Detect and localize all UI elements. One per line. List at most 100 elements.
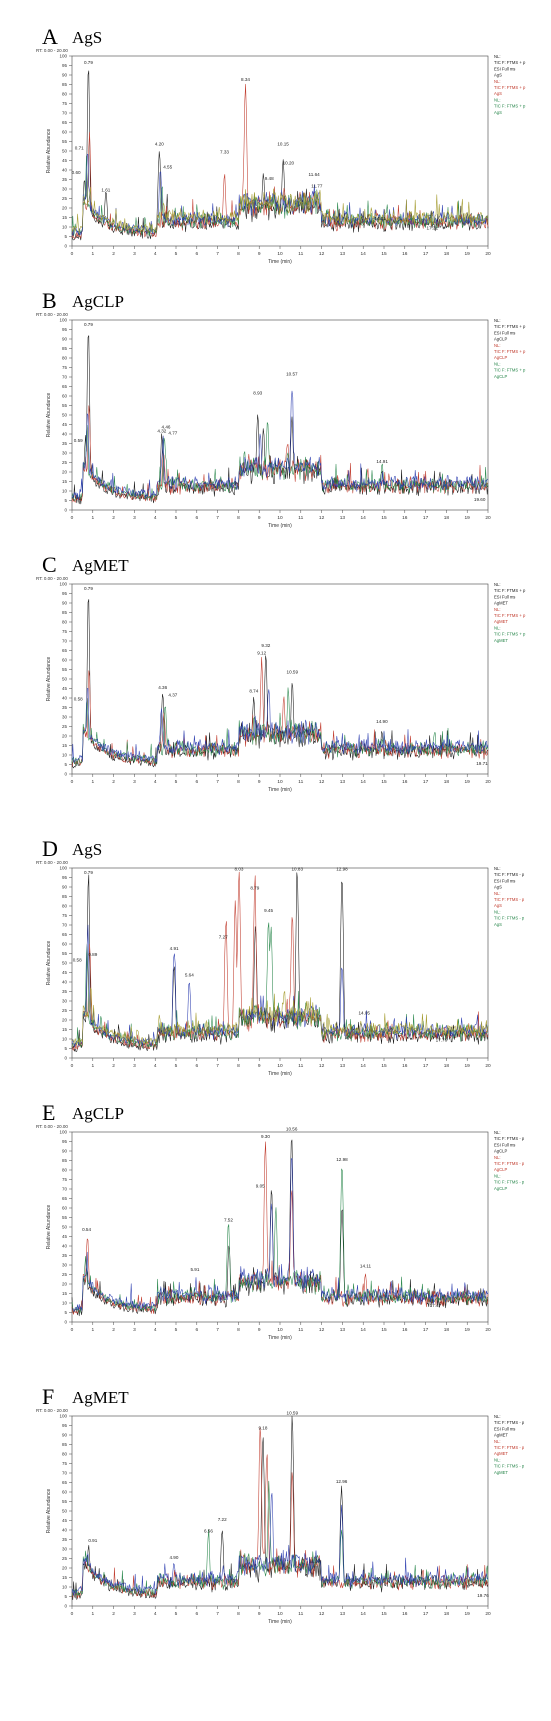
legend-entry: AgMET <box>494 1433 508 1438</box>
legend-entry: NL: <box>494 79 501 84</box>
legend-entry: TIC F: FTMS - p <box>494 916 525 921</box>
peak-label: 0.58 <box>73 958 82 963</box>
peak-label: 0.79 <box>84 60 93 65</box>
legend-entry: NL: <box>494 866 501 871</box>
legend-entry: ESI Full ms <box>494 594 515 599</box>
y-tick-label: 5 <box>64 762 67 767</box>
y-tick-label: 40 <box>62 1528 68 1533</box>
x-tick-label: 14 <box>361 1063 367 1069</box>
peak-label: 7.27 <box>219 935 228 940</box>
panel-f: F AgMET RT: 0.00 - 20.00 0 5 10 15 20 25 30 35 40… <box>0 1384 551 1646</box>
x-tick-label: 0 <box>71 779 74 785</box>
legend-entry: ESI Full ms <box>494 1142 515 1147</box>
y-tick-label: 95 <box>62 1423 68 1428</box>
y-tick-label: 35 <box>62 1253 68 1258</box>
y-tick-label: 75 <box>62 1461 68 1466</box>
x-tick-label: 0 <box>71 251 74 257</box>
y-tick-label: 5 <box>64 234 67 239</box>
legend-entry: TIC F: FTMS + p <box>494 349 526 354</box>
x-tick-label: 18 <box>444 515 450 521</box>
panel-letter: F <box>42 1384 55 1409</box>
legend-entry: TIC F: FTMS + p <box>494 368 526 373</box>
y-tick-label: 30 <box>62 1263 68 1268</box>
x-tick-label: 20 <box>485 1327 491 1333</box>
x-tick-label: 1 <box>91 515 94 521</box>
legend-entry: NL: <box>494 54 501 59</box>
series-line-blue <box>71 390 489 500</box>
y-tick-label: 15 <box>62 479 68 484</box>
y-tick-label: 75 <box>62 913 68 918</box>
peak-label: 8.34 <box>241 77 250 82</box>
chart-header: RT: 0.00 - 20.00 <box>36 576 68 581</box>
y-tick-label: 100 <box>59 1414 67 1419</box>
peak-label: 9.30 <box>261 1134 270 1139</box>
y-tick-label: 50 <box>62 677 68 682</box>
x-tick-label: 1 <box>91 251 94 257</box>
legend-entry: TIC F: FTMS + p <box>494 613 526 618</box>
y-tick-label: 35 <box>62 441 68 446</box>
y-tick-label: 0 <box>64 772 67 777</box>
x-tick-label: 12 <box>319 1611 325 1617</box>
panel-letter: E <box>42 1100 56 1125</box>
x-tick-label: 14 <box>361 1327 367 1333</box>
y-tick-label: 90 <box>62 1433 68 1438</box>
x-tick-label: 6 <box>195 515 198 521</box>
peak-label: 4.37 <box>168 693 177 698</box>
y-tick-label: 30 <box>62 999 68 1004</box>
x-tick-label: 12 <box>319 1063 325 1069</box>
series-line-green <box>71 155 489 237</box>
x-tick-label: 2 <box>112 779 115 785</box>
legend-entry: AgS <box>494 922 502 927</box>
peak-label: 10.59 <box>287 1411 299 1416</box>
legend-entry: AgCLP <box>494 1149 507 1154</box>
x-tick-label: 20 <box>485 251 491 257</box>
y-tick-label: 90 <box>62 73 68 78</box>
x-tick-label: 3 <box>133 1327 136 1333</box>
y-tick-label: 90 <box>62 337 68 342</box>
x-tick-label: 5 <box>175 515 178 521</box>
legend-entry: TIC F: FTMS - p <box>494 897 525 902</box>
y-tick-label: 60 <box>62 1206 68 1211</box>
panel-letter: B <box>42 288 57 313</box>
x-tick-label: 16 <box>402 1327 408 1333</box>
y-axis-label: Relative Abundance <box>46 941 52 986</box>
x-tick-label: 12 <box>319 515 325 521</box>
y-tick-label: 65 <box>62 648 68 653</box>
y-tick-label: 60 <box>62 658 68 663</box>
y-tick-label: 30 <box>62 1547 68 1552</box>
series-line-blue <box>71 1157 489 1312</box>
peak-label: 19.76 <box>477 1593 489 1598</box>
peak-label: 4.90 <box>169 1555 178 1560</box>
chart-header: RT: 0.00 - 20.00 <box>36 312 68 317</box>
y-tick-label: 0 <box>64 1604 67 1609</box>
plot-frame <box>71 1131 489 1323</box>
y-tick-label: 60 <box>62 130 68 135</box>
y-tick-label: 25 <box>62 1008 68 1013</box>
panel-a: A AgS RT: 0.00 - 20.00 0 5 10 15 20 25 30 35 40 45… <box>0 24 551 286</box>
legend-entry: AgCLP <box>494 355 507 360</box>
legend-entry: NL: <box>494 891 501 896</box>
x-tick-label: 13 <box>340 515 346 521</box>
peak-label: 8.79 <box>250 885 259 890</box>
x-tick-label: 4 <box>154 1063 157 1069</box>
y-tick-label: 95 <box>62 591 68 596</box>
y-tick-label: 85 <box>62 1158 68 1163</box>
legend-entry: TIC F: FTMS - p <box>494 1136 525 1141</box>
y-tick-label: 30 <box>62 187 68 192</box>
panel-d: D AgS RT: 0.00 - 20.00 0 5 10 15 20 25 30 35 40 45… <box>0 836 551 1098</box>
x-tick-label: 19 <box>465 251 471 257</box>
y-tick-label: 80 <box>62 1168 68 1173</box>
chromatogram-b: RT: 0.00 - 20.00051015202530354045505560… <box>36 312 526 529</box>
peak-label: 9.05 <box>256 1184 265 1189</box>
y-tick-label: 70 <box>62 111 68 116</box>
y-axis-label: Relative Abundance <box>46 657 52 702</box>
legend-entry: TIC F: FTMS + p <box>494 632 526 637</box>
y-tick-label: 85 <box>62 346 68 351</box>
peak-label: 14.11 <box>360 1263 372 1268</box>
x-tick-label: 13 <box>340 1063 346 1069</box>
panel-title: AgS <box>72 28 103 47</box>
peak-label: 14.05 <box>358 1011 370 1016</box>
x-tick-label: 4 <box>154 1327 157 1333</box>
series-line-blue <box>71 687 489 763</box>
legend-entry: AgMET <box>494 601 508 606</box>
